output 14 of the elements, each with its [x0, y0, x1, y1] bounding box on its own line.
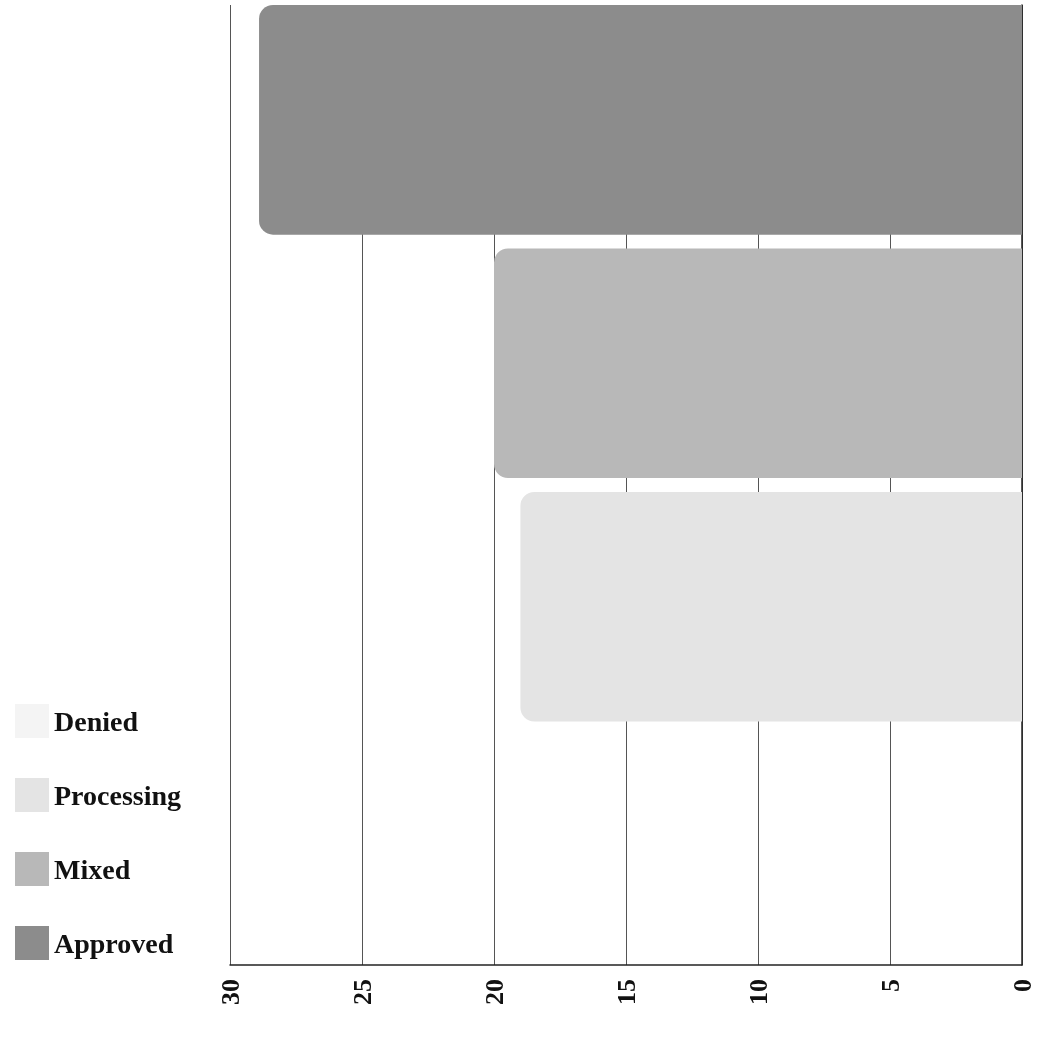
legend-label: Mixed [54, 853, 131, 885]
x-tick-label: 5 [875, 979, 905, 992]
legend-label: Denied [54, 705, 139, 737]
x-tick-label: 10 [743, 979, 773, 1005]
bar [520, 491, 1022, 722]
x-tick-label: 0 [1007, 979, 1037, 992]
x-tick-label: 25 [347, 979, 377, 1005]
legend-label: Approved [54, 927, 174, 959]
bar [259, 5, 1022, 235]
bar [494, 248, 1022, 479]
x-tick-label: 15 [611, 979, 641, 1005]
legend-label: Processing [54, 779, 182, 811]
x-tick-label: 30 [215, 979, 245, 1005]
x-tick-label: 20 [479, 979, 509, 1005]
